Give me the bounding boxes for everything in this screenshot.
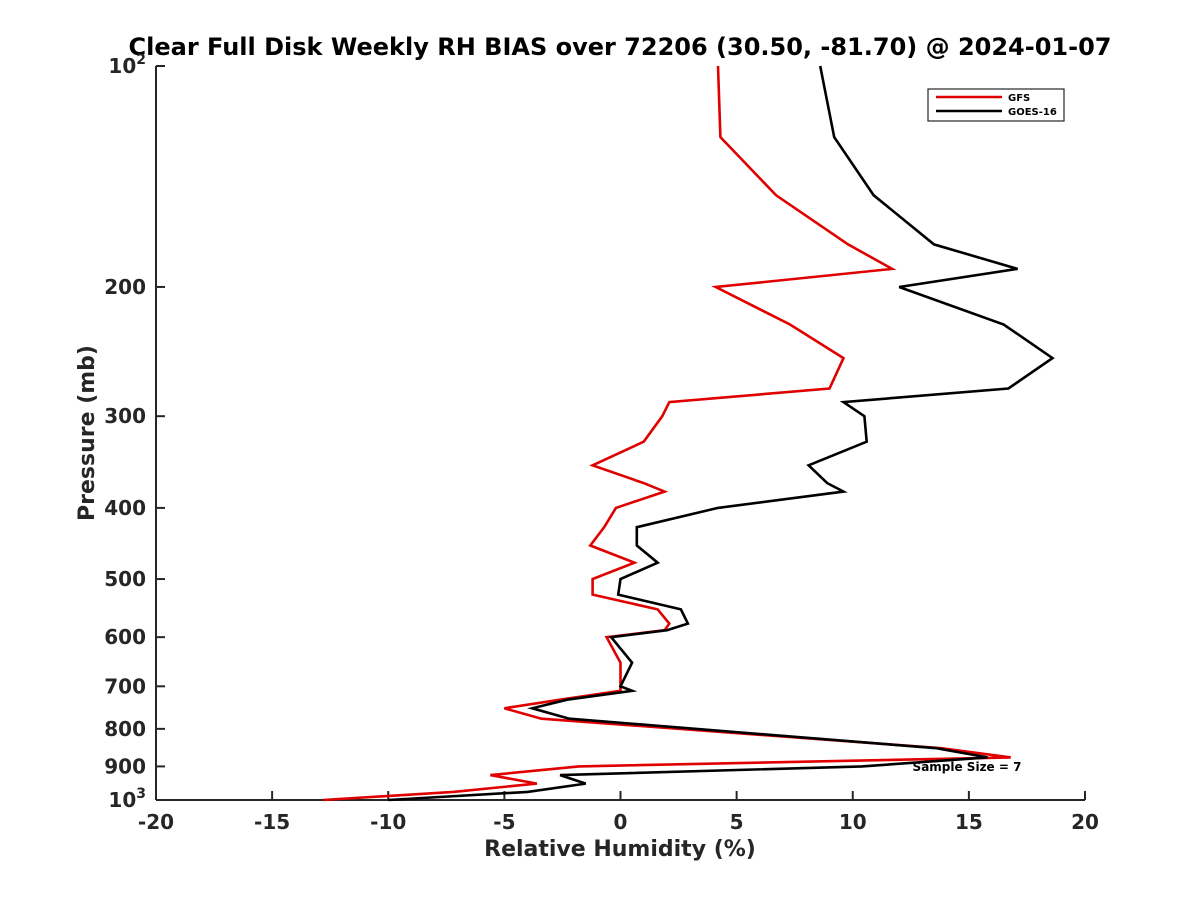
x-tick-label: -20 xyxy=(138,810,174,834)
y-tick-label: 900 xyxy=(104,754,146,778)
y-tick-exponent: 3 xyxy=(136,786,146,802)
y-axis-label: Pressure (mb) xyxy=(75,345,100,521)
y-tick-base: 10 xyxy=(108,788,136,812)
series-line-gfs xyxy=(323,65,1011,802)
x-tick-label: 5 xyxy=(730,810,744,834)
y-tick-label: 300 xyxy=(104,404,146,428)
x-tick-label: -5 xyxy=(493,810,515,834)
y-tick-label: 800 xyxy=(104,717,146,741)
y-tick-exponent: 2 xyxy=(136,52,146,68)
legend: GFS GOES-16 xyxy=(927,88,1065,122)
series-group xyxy=(323,65,1055,802)
x-tick-label: -15 xyxy=(254,810,290,834)
legend-label-gfs: GFS xyxy=(1008,93,1030,104)
legend-box xyxy=(927,88,1065,122)
x-tick-label: 0 xyxy=(614,810,628,834)
chart-title: Clear Full Disk Weekly RH BIAS over 7220… xyxy=(129,33,1112,61)
legend-label-goes16: GOES-16 xyxy=(1008,107,1057,118)
y-tick-label: 700 xyxy=(104,674,146,698)
series-line-goes16 xyxy=(388,65,1055,802)
y-tick-label: 400 xyxy=(104,496,146,520)
x-tick-label: -10 xyxy=(370,810,406,834)
y-tick-label: 600 xyxy=(104,625,146,649)
sample-size-annotation: Sample Size = 7 xyxy=(913,760,1022,774)
x-tick-label: 15 xyxy=(955,810,983,834)
y-tick-label: 103 xyxy=(108,786,146,812)
x-axis-label: Relative Humidity (%) xyxy=(484,837,756,862)
y-tick-label: 200 xyxy=(104,275,146,299)
y-tick-base: 10 xyxy=(108,54,136,78)
x-tick-label: 20 xyxy=(1071,810,1099,834)
y-tick-label: 500 xyxy=(104,567,146,591)
x-ticks: -20 -15 -10 -5 0 5 10 15 20 xyxy=(138,791,1099,834)
x-tick-label: 10 xyxy=(839,810,867,834)
y-tick-label: 102 xyxy=(108,52,146,78)
